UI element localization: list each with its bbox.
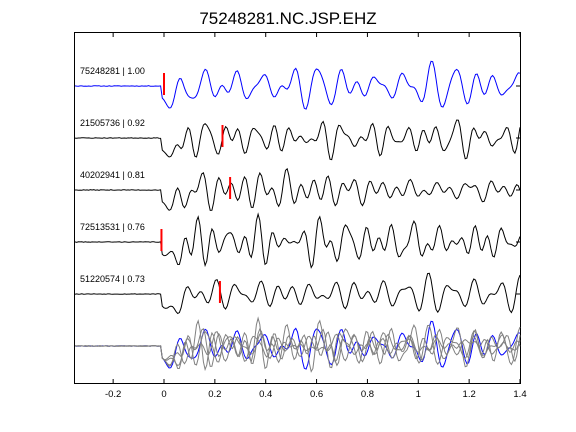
waveform-trace: [74, 272, 521, 315]
waveform-trace: [75, 167, 521, 211]
waveform-trace: [74, 212, 521, 269]
x-tick-label: 1.2: [463, 389, 476, 400]
stacked-overlay: [74, 316, 521, 373]
x-axis: -0.2 0 0.2 0.4 0.6 0.8 1 1.2 1.4: [105, 33, 527, 400]
x-tick-label: -0.2: [105, 389, 121, 400]
trace-label: 21505736 | 0.92: [80, 118, 145, 128]
trace-label: 51220574 | 0.73: [80, 274, 145, 284]
trace-label: 40202941 | 0.81: [80, 170, 145, 180]
waveform-trace: [74, 60, 521, 110]
chart-title: 75248281.NC.JSP.EHZ: [199, 9, 376, 28]
x-tick-label: 0.6: [310, 389, 323, 400]
trace-stack: 75248281 | 1.00 21505736 | 0.92 40202941 |…: [74, 60, 521, 315]
x-tick-label: 0.2: [208, 389, 221, 400]
overlay-trace: [74, 324, 521, 367]
x-tick-label: 1: [416, 389, 421, 400]
waveform-trace: [74, 119, 521, 161]
trace-label: 75248281 | 1.00: [80, 66, 145, 76]
x-tick-label: 0: [161, 389, 166, 400]
overlay-trace: [74, 316, 521, 373]
trace-label: 72513531 | 0.76: [80, 222, 145, 232]
x-tick-label: 0.8: [361, 389, 374, 400]
plot-axes: [74, 32, 521, 384]
x-tick-label: 0.4: [259, 389, 272, 400]
x-tick-label: 1.4: [513, 389, 526, 400]
